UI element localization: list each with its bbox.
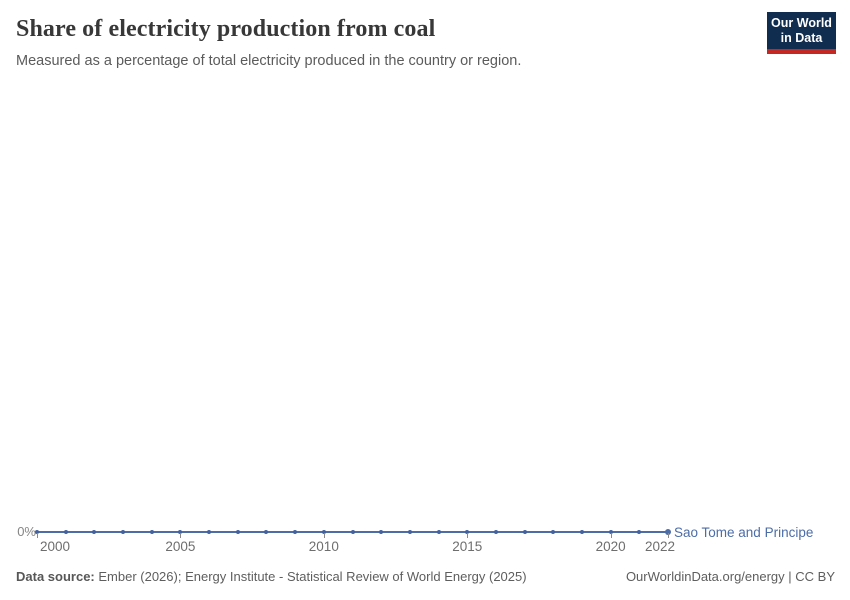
data-point [321,530,326,534]
data-point [407,530,412,534]
data-point [350,530,355,534]
data-point [178,530,183,534]
data-point [436,530,441,534]
data-point [63,530,68,534]
x-axis-label: 2022 [644,539,675,554]
chart-subtitle: Measured as a percentage of total electr… [16,53,522,69]
data-point [92,530,97,534]
data-point [149,530,154,534]
data-point [207,530,212,534]
entity-label[interactable]: Sao Tome and Principe [674,525,814,540]
owid-logo[interactable]: Our World in Data [767,12,836,54]
data-point [493,530,498,534]
x-axis-tick [610,533,612,538]
x-axis-tick [323,533,325,538]
data-point [522,530,527,534]
data-point [551,530,556,534]
footer-data-source-text: Ember (2026); Energy Institute - Statist… [94,569,527,584]
data-point [579,530,584,534]
data-point [608,530,613,534]
footer-data-source-label: Data source: [16,569,95,584]
x-axis-tick [180,533,182,538]
data-point [637,530,642,534]
data-point [264,530,269,534]
chart-title: Share of electricity production from coa… [16,16,436,42]
x-axis-tick [37,533,38,538]
data-point [35,530,39,534]
data-point [379,530,384,534]
footer-data-source: Data source: Ember (2026); Energy Instit… [16,569,527,585]
footer-attribution-link[interactable]: OurWorldinData.org/energy | CC BY [625,569,835,584]
data-point [465,530,470,534]
x-axis-label: 2005 [165,539,196,554]
owid-logo-line1: Our World [771,16,832,30]
x-axis-label: 2020 [595,539,626,554]
data-point [665,529,671,535]
x-axis-label: 2010 [308,539,339,554]
x-axis-label: 2000 [40,539,71,554]
x-axis-tick [467,533,469,538]
y-axis-zero-label: 0% [17,524,36,539]
data-point [235,530,240,534]
data-point [121,530,126,534]
owid-logo-line2: in Data [780,30,823,45]
x-axis-tick [668,533,669,538]
data-point [293,530,298,534]
x-axis-label: 2015 [452,539,483,554]
